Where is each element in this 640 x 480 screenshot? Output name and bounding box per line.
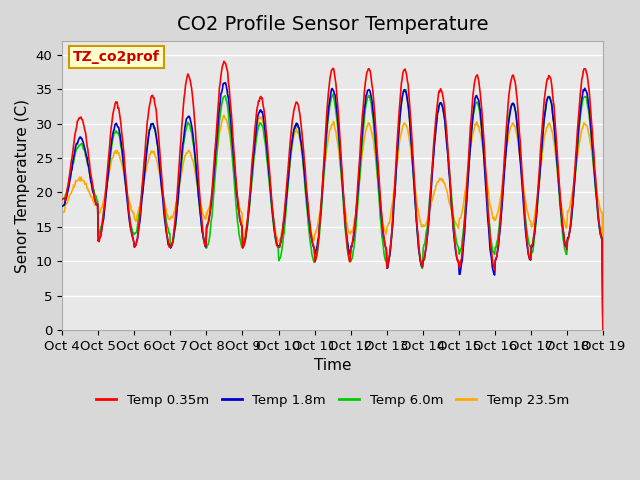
Text: TZ_co2prof: TZ_co2prof bbox=[73, 50, 160, 64]
Legend: Temp 0.35m, Temp 1.8m, Temp 6.0m, Temp 23.5m: Temp 0.35m, Temp 1.8m, Temp 6.0m, Temp 2… bbox=[91, 388, 574, 412]
Y-axis label: Senor Temperature (C): Senor Temperature (C) bbox=[15, 98, 30, 273]
Title: CO2 Profile Sensor Temperature: CO2 Profile Sensor Temperature bbox=[177, 15, 488, 34]
X-axis label: Time: Time bbox=[314, 358, 351, 373]
